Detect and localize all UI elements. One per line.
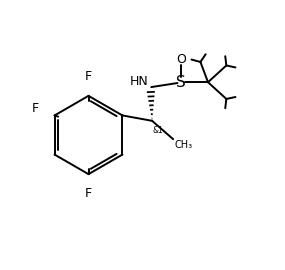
Text: F: F — [85, 70, 92, 83]
Text: &1: &1 — [153, 126, 163, 135]
Text: S: S — [176, 75, 186, 90]
Text: F: F — [32, 102, 39, 115]
Text: F: F — [85, 187, 92, 200]
Text: O: O — [176, 53, 186, 66]
Text: CH₃: CH₃ — [174, 140, 193, 150]
Text: HN: HN — [129, 75, 148, 87]
